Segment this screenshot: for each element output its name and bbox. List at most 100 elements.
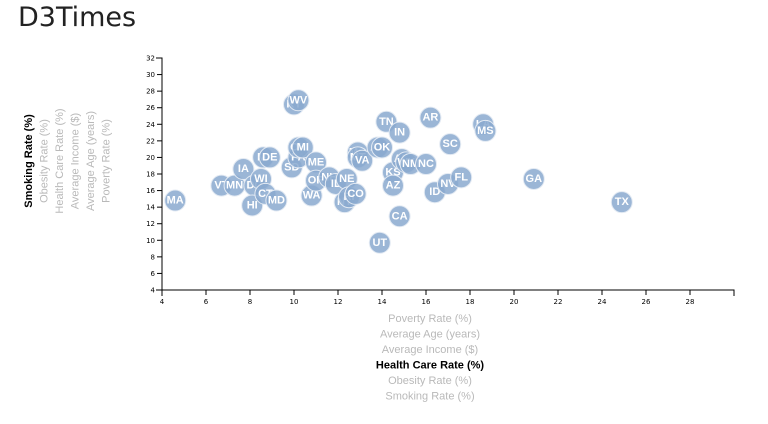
state-circle[interactable] bbox=[258, 146, 281, 169]
x-axis-option[interactable]: Health Care Rate (%) bbox=[376, 360, 485, 372]
state-point[interactable]: GA bbox=[522, 167, 545, 190]
y-axis-option[interactable]: Health Care Rate (%) bbox=[54, 108, 66, 213]
state-circle[interactable] bbox=[474, 119, 497, 142]
state-circle[interactable] bbox=[610, 191, 633, 214]
state-point[interactable]: MA bbox=[164, 189, 187, 212]
state-circle[interactable] bbox=[388, 205, 411, 228]
state-point[interactable]: AR bbox=[419, 106, 442, 129]
state-abbr: MD bbox=[268, 195, 285, 207]
y-tick-label: 18 bbox=[146, 171, 155, 179]
state-abbr: MA bbox=[167, 195, 184, 207]
state-point[interactable]: IN bbox=[388, 121, 411, 144]
state-abbr: DE bbox=[262, 151, 277, 163]
x-tick-label: 20 bbox=[510, 298, 519, 306]
y-tick-label: 26 bbox=[146, 104, 155, 112]
state-abbr: VA bbox=[355, 155, 370, 167]
state-point[interactable]: CA bbox=[388, 205, 411, 228]
y-tick-label: 28 bbox=[146, 88, 155, 96]
state-point[interactable]: CO bbox=[344, 182, 367, 205]
x-tick-label: 10 bbox=[290, 298, 299, 306]
state-circle[interactable] bbox=[419, 106, 442, 129]
x-tick-label: 22 bbox=[554, 298, 563, 306]
state-point[interactable]: MS bbox=[474, 119, 497, 142]
state-point[interactable]: SC bbox=[439, 133, 462, 156]
state-circle[interactable] bbox=[351, 149, 374, 172]
x-axis-line bbox=[161, 289, 735, 296]
state-point[interactable]: ME bbox=[305, 151, 327, 174]
x-tick-label: 4 bbox=[160, 298, 165, 306]
state-point[interactable]: AZ bbox=[382, 174, 404, 197]
data-points: MAVTMNIADCHIWICTMIDEMDSDPAKYWVOHMIMEWAOR… bbox=[164, 89, 633, 254]
state-circle[interactable] bbox=[287, 89, 310, 112]
x-tick-label: 14 bbox=[378, 298, 387, 306]
state-abbr: IA bbox=[238, 163, 249, 175]
state-circle[interactable] bbox=[522, 167, 545, 190]
state-point[interactable]: FL bbox=[450, 166, 473, 189]
x-tick-label: 26 bbox=[642, 298, 651, 306]
y-axis-option[interactable]: Smoking Rate (%) bbox=[23, 114, 35, 208]
state-point[interactable]: VA bbox=[351, 149, 374, 172]
y-axis: 4 6 8 10 12 14 16 18 20 22 24 26 28 30 32 bbox=[146, 55, 163, 295]
state-point[interactable]: NC bbox=[415, 153, 437, 176]
state-point[interactable]: TX bbox=[610, 191, 633, 214]
y-tick-label: 6 bbox=[151, 270, 156, 278]
x-tick-label: 28 bbox=[686, 298, 695, 306]
state-abbr: MI bbox=[297, 141, 309, 153]
state-circle[interactable] bbox=[265, 189, 288, 212]
state-abbr: IL bbox=[331, 178, 341, 190]
x-tick-label: 18 bbox=[466, 298, 475, 306]
state-point[interactable]: NM bbox=[399, 153, 422, 176]
state-abbr: MN bbox=[226, 180, 243, 192]
x-tick-label: 8 bbox=[248, 298, 252, 306]
y-tick-label: 14 bbox=[146, 204, 155, 212]
state-abbr: NE bbox=[339, 173, 354, 185]
state-circle[interactable] bbox=[291, 136, 314, 159]
y-axis-labels: Smoking Rate (%) Obesity Rate (%) Health C… bbox=[23, 108, 113, 213]
x-tick-label: 16 bbox=[422, 298, 431, 306]
y-tick-label: 8 bbox=[151, 253, 155, 261]
x-axis-option[interactable]: Average Age (years) bbox=[380, 329, 480, 341]
state-circle[interactable] bbox=[450, 166, 473, 189]
state-point[interactable]: IA bbox=[232, 158, 255, 181]
state-circle[interactable] bbox=[371, 136, 393, 159]
state-circle[interactable] bbox=[344, 182, 367, 205]
state-circle[interactable] bbox=[415, 153, 437, 176]
state-circle[interactable] bbox=[382, 174, 404, 197]
x-axis: 4 6 8 10 12 14 16 18 20 22 24 26 28 bbox=[160, 289, 735, 306]
x-axis-option[interactable]: Smoking Rate (%) bbox=[385, 391, 474, 403]
x-axis-option[interactable]: Obesity Rate (%) bbox=[388, 375, 472, 387]
y-tick-label: 4 bbox=[151, 287, 156, 295]
x-tick-label: 24 bbox=[598, 298, 607, 306]
state-point[interactable]: MI bbox=[291, 136, 314, 159]
y-axis-option[interactable]: Average Income ($) bbox=[70, 113, 82, 209]
state-circle[interactable] bbox=[164, 189, 187, 212]
state-abbr: WV bbox=[290, 94, 308, 106]
state-abbr: HI bbox=[247, 199, 258, 211]
y-tick-label: 24 bbox=[146, 121, 155, 129]
state-point[interactable]: OK bbox=[371, 136, 393, 159]
state-point[interactable]: MN bbox=[223, 174, 246, 197]
y-tick-label: 30 bbox=[146, 71, 155, 79]
state-abbr: FL bbox=[454, 171, 468, 183]
state-abbr: UT bbox=[372, 237, 387, 249]
state-point[interactable]: WV bbox=[287, 89, 310, 112]
state-circle[interactable] bbox=[388, 121, 411, 144]
y-axis-option[interactable]: Obesity Rate (%) bbox=[39, 119, 51, 203]
state-abbr: CA bbox=[392, 210, 408, 222]
state-point[interactable]: MD bbox=[265, 189, 288, 212]
state-abbr: TN bbox=[379, 116, 394, 128]
state-circle[interactable] bbox=[232, 158, 255, 181]
x-axis-option[interactable]: Average Income ($) bbox=[382, 344, 478, 356]
state-circle[interactable] bbox=[439, 133, 462, 156]
y-axis-option[interactable]: Average Age (years) bbox=[85, 111, 97, 211]
state-abbr: CO bbox=[347, 188, 364, 200]
x-axis-option[interactable]: Poverty Rate (%) bbox=[388, 313, 472, 325]
y-axis-option[interactable]: Poverty Rate (%) bbox=[101, 119, 113, 203]
state-point[interactable]: DE bbox=[258, 146, 281, 169]
state-abbr: WI bbox=[254, 173, 267, 185]
y-tick-label: 16 bbox=[146, 187, 155, 195]
y-tick-label: 20 bbox=[146, 154, 155, 162]
state-point[interactable]: UT bbox=[368, 231, 391, 254]
state-circle[interactable] bbox=[368, 231, 391, 254]
